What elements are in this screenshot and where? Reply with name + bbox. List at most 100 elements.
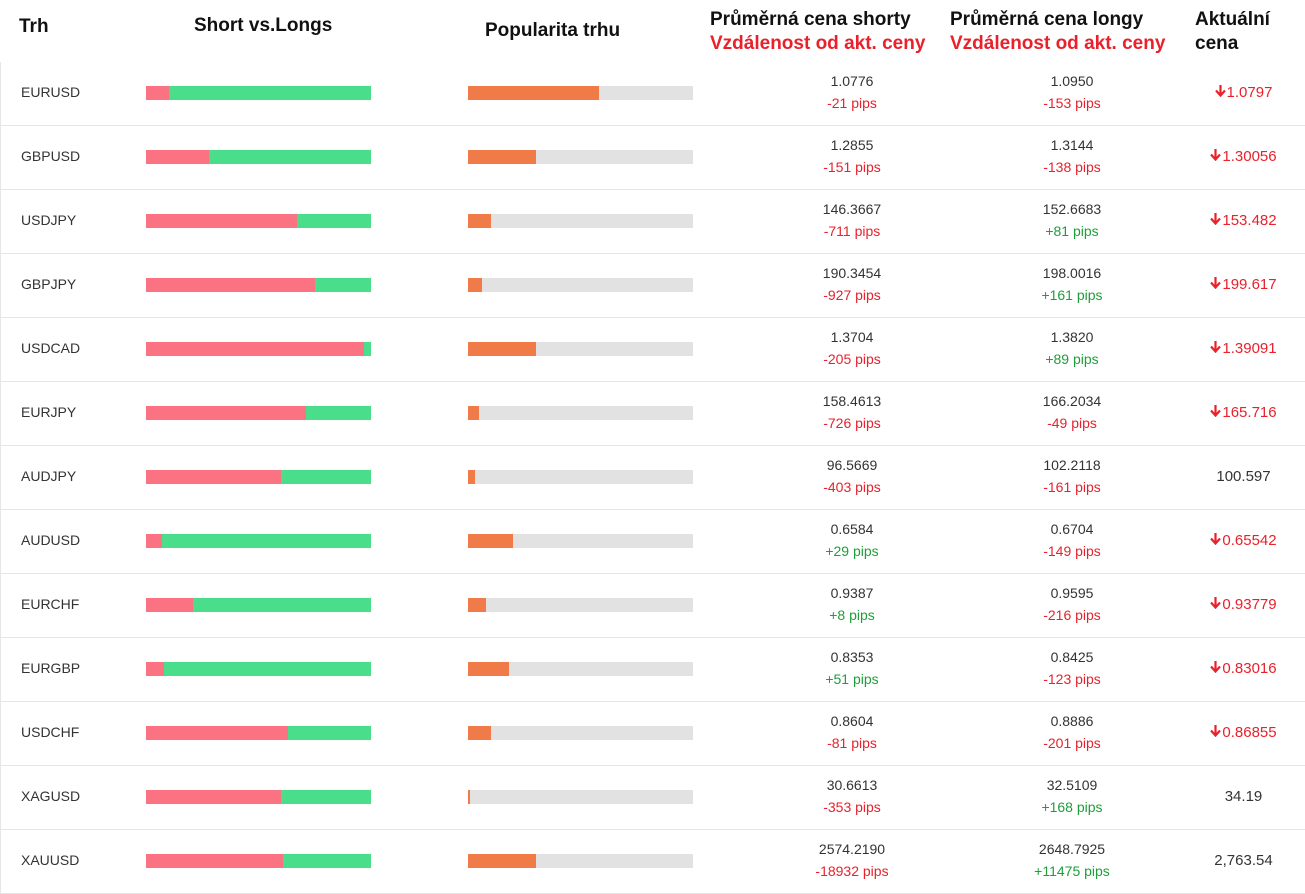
avg-short-pips: -726 pips xyxy=(823,415,881,431)
avg-long-price: 32.5109 xyxy=(1046,777,1098,793)
avg-short-price: 0.8353 xyxy=(830,649,874,665)
short-portion xyxy=(146,150,209,164)
market-symbol[interactable]: AUDJPY xyxy=(21,468,77,484)
popularity-fill xyxy=(468,662,509,676)
popularity-fill xyxy=(468,406,480,420)
current-price: 0.86855 xyxy=(1181,724,1305,741)
market-symbol[interactable]: EURUSD xyxy=(21,84,81,100)
market-symbol[interactable]: USDCHF xyxy=(21,724,80,740)
arrow-down-icon xyxy=(1210,724,1222,741)
market-symbol[interactable]: XAGUSD xyxy=(21,788,81,804)
avg-long-pips: +89 pips xyxy=(1045,351,1099,367)
avg-short-pips: -403 pips xyxy=(823,479,881,495)
popularity-bar xyxy=(468,534,693,548)
avg-long-pips: -123 pips xyxy=(1043,671,1101,687)
market-symbol[interactable]: XAUUSD xyxy=(21,852,80,868)
table-row-gbpusd[interactable]: GBPUSD 1.2855 -151 pips 1.3144 -138 pips… xyxy=(0,126,1305,190)
table-row-eurjpy[interactable]: EURJPY 158.4613 -726 pips 166.2034 -49 p… xyxy=(0,382,1305,446)
current-price-value: 165.716 xyxy=(1222,404,1277,421)
avg-short-cell: 1.0776 -21 pips xyxy=(772,70,932,114)
popularity-bar xyxy=(468,726,693,740)
short-portion xyxy=(146,342,365,356)
avg-short-pips: +8 pips xyxy=(829,607,875,623)
avg-short-cell: 1.3704 -205 pips xyxy=(772,326,932,370)
market-symbol[interactable]: USDJPY xyxy=(21,212,77,228)
table-row-audjpy[interactable]: AUDJPY 96.5669 -403 pips 102.2118 -161 p… xyxy=(0,446,1305,510)
header-avg-short-title: Průměrná cena shorty xyxy=(710,9,911,30)
avg-long-cell: 152.6683 +81 pips xyxy=(992,198,1152,242)
popularity-bar xyxy=(468,214,693,228)
short-portion xyxy=(146,726,288,740)
table-row-eurusd[interactable]: EURUSD 1.0776 -21 pips 1.0950 -153 pips … xyxy=(0,62,1305,126)
market-symbol[interactable]: EURJPY xyxy=(21,404,77,420)
table-row-xagusd[interactable]: XAGUSD 30.6613 -353 pips 32.5109 +168 pi… xyxy=(0,766,1305,830)
table-row-audusd[interactable]: AUDUSD 0.6584 +29 pips 0.6704 -149 pips … xyxy=(0,510,1305,574)
table-row-xauusd[interactable]: XAUUSD 2574.2190 -18932 pips 2648.7925 +… xyxy=(0,830,1305,894)
table-row-usdcad[interactable]: USDCAD 1.3704 -205 pips 1.3820 +89 pips … xyxy=(0,318,1305,382)
popularity-bar xyxy=(468,662,693,676)
avg-long-pips: +161 pips xyxy=(1041,287,1103,303)
short-portion xyxy=(146,854,284,868)
popularity-bar xyxy=(468,278,693,292)
avg-short-pips: +51 pips xyxy=(825,671,879,687)
avg-long-cell: 0.9595 -216 pips xyxy=(992,582,1152,626)
avg-short-price: 190.3454 xyxy=(822,265,882,281)
current-price-value: 1.30056 xyxy=(1222,148,1277,165)
current-price-value: 0.65542 xyxy=(1222,532,1277,549)
table-row-eurchf[interactable]: EURCHF 0.9387 +8 pips 0.9595 -216 pips 0… xyxy=(0,574,1305,638)
avg-short-price: 146.3667 xyxy=(822,201,882,217)
table-header: Trh Short vs.Longs Popularita trhu Průmě… xyxy=(0,0,1305,62)
avg-long-price: 1.3820 xyxy=(1050,329,1094,345)
avg-short-cell: 96.5669 -403 pips xyxy=(772,454,932,498)
table-row-usdchf[interactable]: USDCHF 0.8604 -81 pips 0.8886 -201 pips … xyxy=(0,702,1305,766)
avg-long-pips: -153 pips xyxy=(1043,95,1101,111)
current-price: 1.0797 xyxy=(1181,84,1305,101)
header-current-line1: Aktuální xyxy=(1195,9,1270,30)
arrow-down-icon xyxy=(1210,404,1222,421)
avg-long-cell: 198.0016 +161 pips xyxy=(992,262,1152,306)
current-price-value: 0.83016 xyxy=(1222,660,1277,677)
popularity-bar xyxy=(468,854,693,868)
table-row-usdjpy[interactable]: USDJPY 146.3667 -711 pips 152.6683 +81 p… xyxy=(0,190,1305,254)
avg-long-pips: -138 pips xyxy=(1043,159,1101,175)
market-symbol[interactable]: EURGBP xyxy=(21,660,81,676)
short-portion xyxy=(146,662,164,676)
avg-short-pips: -81 pips xyxy=(827,735,877,751)
table-body: EURUSD 1.0776 -21 pips 1.0950 -153 pips … xyxy=(0,62,1305,894)
avg-short-price: 0.9387 xyxy=(830,585,874,601)
table-row-gbpjpy[interactable]: GBPJPY 190.3454 -927 pips 198.0016 +161 … xyxy=(0,254,1305,318)
current-price: 100.597 xyxy=(1181,468,1305,485)
avg-long-price: 152.6683 xyxy=(1042,201,1102,217)
market-symbol[interactable]: AUDUSD xyxy=(21,532,81,548)
avg-long-price: 1.0950 xyxy=(1050,73,1094,89)
arrow-down-icon xyxy=(1210,340,1222,357)
avg-short-cell: 158.4613 -726 pips xyxy=(772,390,932,434)
popularity-bar xyxy=(468,150,693,164)
short-portion xyxy=(146,214,297,228)
short-long-ratio-bar xyxy=(146,662,371,676)
avg-long-price: 0.9595 xyxy=(1050,585,1094,601)
table-row-eurgbp[interactable]: EURGBP 0.8353 +51 pips 0.8425 -123 pips … xyxy=(0,638,1305,702)
avg-long-pips: -49 pips xyxy=(1047,415,1097,431)
market-symbol[interactable]: EURCHF xyxy=(21,596,80,612)
avg-short-price: 0.8604 xyxy=(830,713,874,729)
short-long-ratio-bar xyxy=(146,342,371,356)
avg-long-cell: 1.3144 -138 pips xyxy=(992,134,1152,178)
header-avg-short-subtitle: Vzdálenost od akt. ceny xyxy=(710,33,926,54)
market-symbol[interactable]: GBPUSD xyxy=(21,148,81,164)
avg-long-cell: 32.5109 +168 pips xyxy=(992,774,1152,818)
popularity-bar xyxy=(468,470,693,484)
current-price: 165.716 xyxy=(1181,404,1305,421)
market-symbol[interactable]: GBPJPY xyxy=(21,276,77,292)
arrow-down-icon xyxy=(1210,148,1222,165)
arrow-down-icon xyxy=(1210,596,1222,613)
avg-long-pips: -216 pips xyxy=(1043,607,1101,623)
short-long-ratio-bar xyxy=(146,598,371,612)
header-avg-short: Průměrná cena shorty Vzdálenost od akt. … xyxy=(710,8,925,56)
avg-short-pips: -205 pips xyxy=(823,351,881,367)
avg-short-pips: -18932 pips xyxy=(815,863,889,879)
current-price-value: 0.93779 xyxy=(1222,596,1277,613)
header-current-line2: cena xyxy=(1195,33,1239,54)
avg-long-cell: 166.2034 -49 pips xyxy=(992,390,1152,434)
market-symbol[interactable]: USDCAD xyxy=(21,340,81,356)
